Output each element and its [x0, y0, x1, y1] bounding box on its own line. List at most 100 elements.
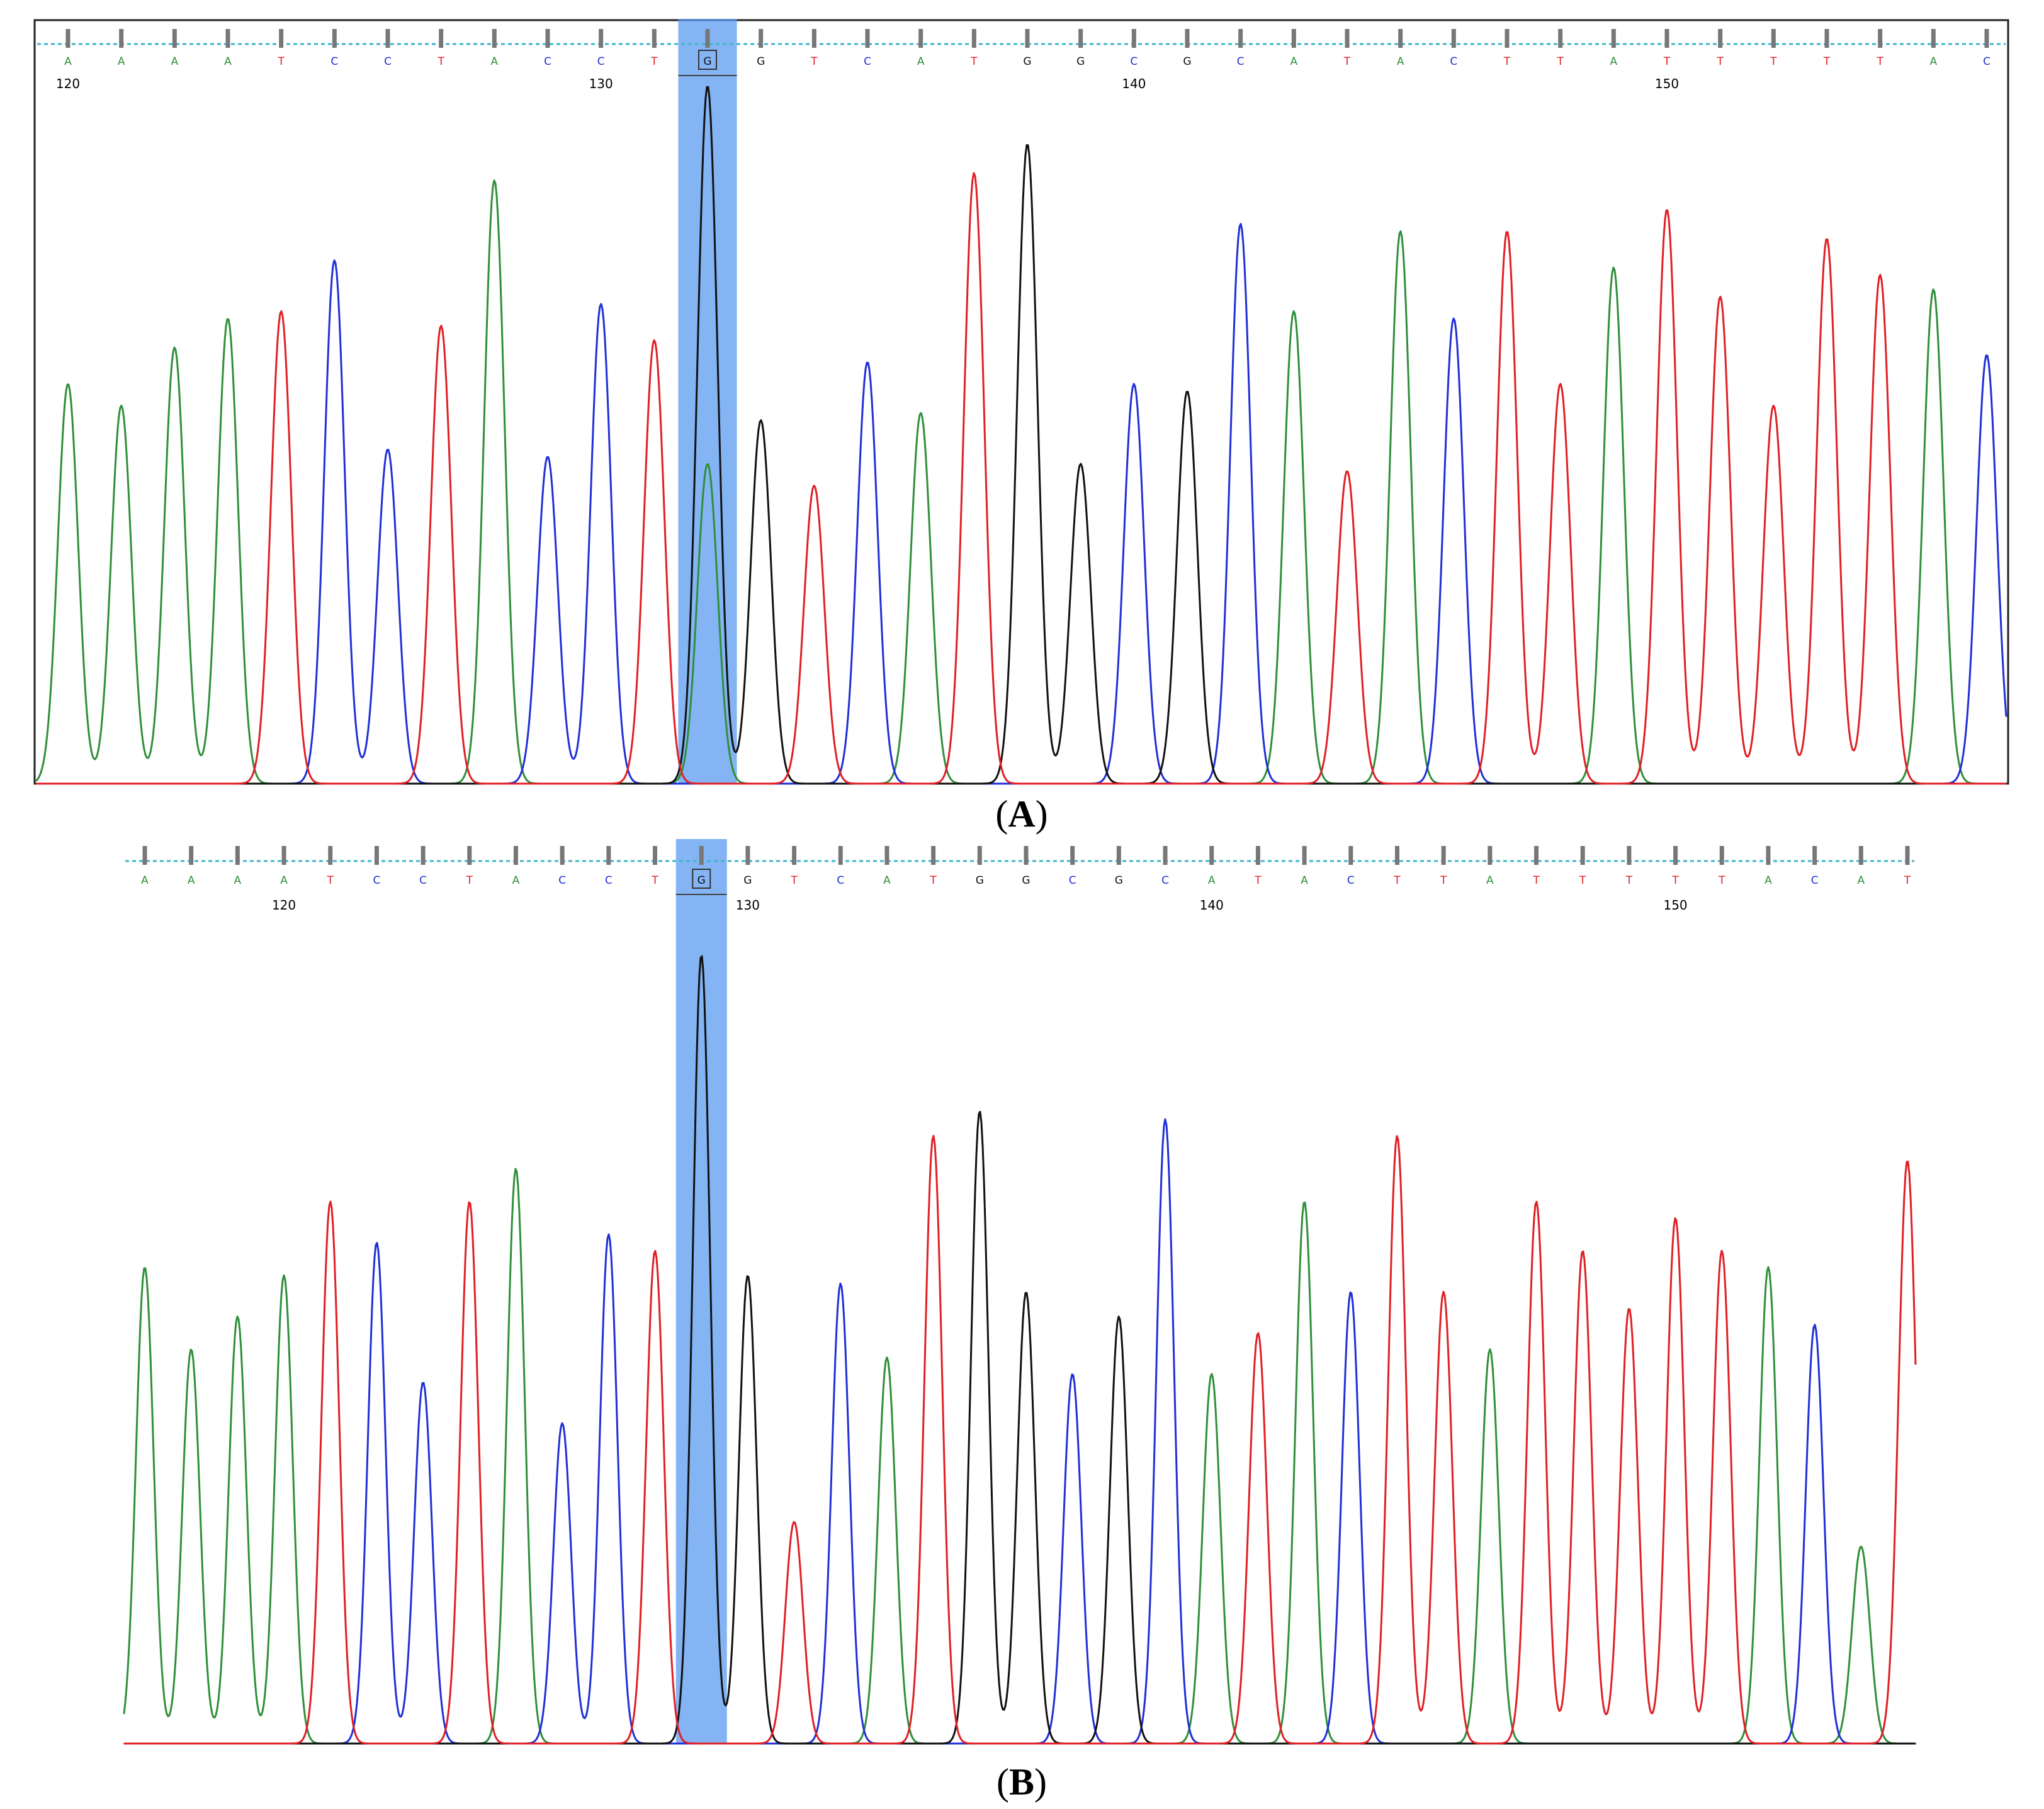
base-call-label: T	[1876, 55, 1883, 68]
base-tick	[1505, 29, 1510, 48]
base-tick	[1163, 846, 1168, 865]
base-call-label: A	[280, 874, 288, 887]
base-tick	[1878, 29, 1883, 48]
base-call-label: A	[224, 55, 232, 68]
base-call-label: T	[810, 55, 818, 68]
base-tick	[1238, 29, 1243, 48]
base-tick	[1255, 846, 1260, 865]
base-tick	[189, 846, 194, 865]
base-tick	[1131, 29, 1136, 48]
base-call-label: G	[743, 874, 752, 887]
base-tick	[328, 846, 333, 865]
base-tick	[1302, 846, 1307, 865]
base-tick	[1984, 29, 1989, 48]
base-tick	[385, 29, 390, 48]
base-call-label: A	[1857, 874, 1865, 887]
base-call-label: A	[171, 55, 179, 68]
base-call-label: T	[1663, 55, 1671, 68]
base-tick	[745, 846, 750, 865]
base-call-label: T	[1503, 55, 1511, 68]
base-call-label: A	[188, 874, 195, 887]
plot-frame	[33, 19, 2009, 785]
base-tick	[1534, 846, 1539, 865]
base-tick	[838, 846, 843, 865]
panel-b-chromatogram: A A A A T C C T A C C T G G T C A T G G C G C A T A C T T A T T T T T A C A T 1…	[123, 839, 1917, 1745]
base-call-label: G	[1115, 874, 1123, 887]
position-label: 120	[56, 76, 80, 91]
panel-a-chromatogram: A A A A T C C T A C C T G G T C A T G G C G C A T A C T T A T T T T T A C 120…	[33, 19, 2009, 785]
base-call-label: T	[1823, 55, 1831, 68]
base-call-label: C	[419, 874, 427, 887]
base-call-label: A	[1486, 874, 1494, 887]
base-call-label: G	[1183, 55, 1191, 68]
base-call-label: A	[118, 55, 125, 68]
base-call-label: G	[697, 874, 706, 887]
base-tick	[374, 846, 379, 865]
base-tick	[1025, 29, 1030, 48]
base-tick	[1345, 29, 1350, 48]
base-call-label: A	[141, 874, 149, 887]
base-tick	[235, 846, 240, 865]
highlighted-base-box	[698, 50, 717, 70]
base-call-label: T	[970, 55, 978, 68]
base-call-label: G	[976, 874, 984, 887]
base-call-label: C	[1161, 874, 1169, 887]
base-call-label: T	[790, 874, 798, 887]
base-call-label: C	[558, 874, 566, 887]
base-call-label: C	[1130, 55, 1138, 68]
base-tick	[1719, 846, 1724, 865]
base-tick	[865, 29, 870, 48]
panel-b-label: (B)	[997, 1761, 1047, 1803]
base-tick	[1558, 29, 1563, 48]
base-tick	[1291, 29, 1296, 48]
position-label: 120	[272, 898, 296, 913]
base-call-label: T	[1556, 55, 1564, 68]
base-tick	[759, 29, 764, 48]
trace-t	[36, 172, 2006, 785]
base-tick	[1627, 846, 1632, 865]
base-tick	[142, 846, 147, 865]
base-call-label: A	[491, 55, 499, 68]
base-call-label: C	[373, 874, 380, 887]
base-call-label: C	[1069, 874, 1076, 887]
base-tick	[513, 846, 518, 865]
base-tick	[1070, 846, 1075, 865]
base-call-label: A	[1765, 874, 1772, 887]
base-call-label: C	[597, 55, 605, 68]
base-call-label: T	[277, 55, 285, 68]
base-call-label: C	[1237, 55, 1245, 68]
base-call-label: C	[1450, 55, 1457, 68]
base-call-label: T	[650, 55, 658, 68]
base-call-label: A	[512, 874, 520, 887]
base-tick	[1185, 29, 1190, 48]
base-tick	[65, 29, 71, 48]
base-tick	[1931, 29, 1936, 48]
base-tick	[918, 29, 923, 48]
highlighted-base-box	[692, 869, 711, 889]
position-label: 130	[736, 898, 760, 913]
base-call-label: C	[544, 55, 551, 68]
base-tick	[792, 846, 797, 865]
base-call-label: C	[384, 55, 392, 68]
base-call-label: A	[1610, 55, 1618, 68]
base-tick	[653, 846, 658, 865]
base-tick	[439, 29, 444, 48]
position-label: 150	[1663, 898, 1687, 913]
trace-g	[124, 955, 1916, 1745]
base-call-label: C	[1347, 874, 1355, 887]
base-tick	[971, 29, 976, 48]
base-tick	[606, 846, 611, 865]
base-call-label: C	[1983, 55, 1990, 68]
base-call-label: G	[757, 55, 765, 68]
base-call-label: A	[1301, 874, 1308, 887]
base-call-label: G	[1076, 55, 1085, 68]
base-tick	[1718, 29, 1723, 48]
base-call-label: C	[1811, 874, 1819, 887]
base-tick	[1441, 846, 1446, 865]
base-call-label: T	[1579, 874, 1586, 887]
base-call-label: G	[1023, 55, 1031, 68]
trace-g	[36, 86, 2006, 785]
base-tick	[1451, 29, 1456, 48]
highlighted-position-band	[678, 19, 737, 784]
base-call-label: T	[1625, 874, 1633, 887]
